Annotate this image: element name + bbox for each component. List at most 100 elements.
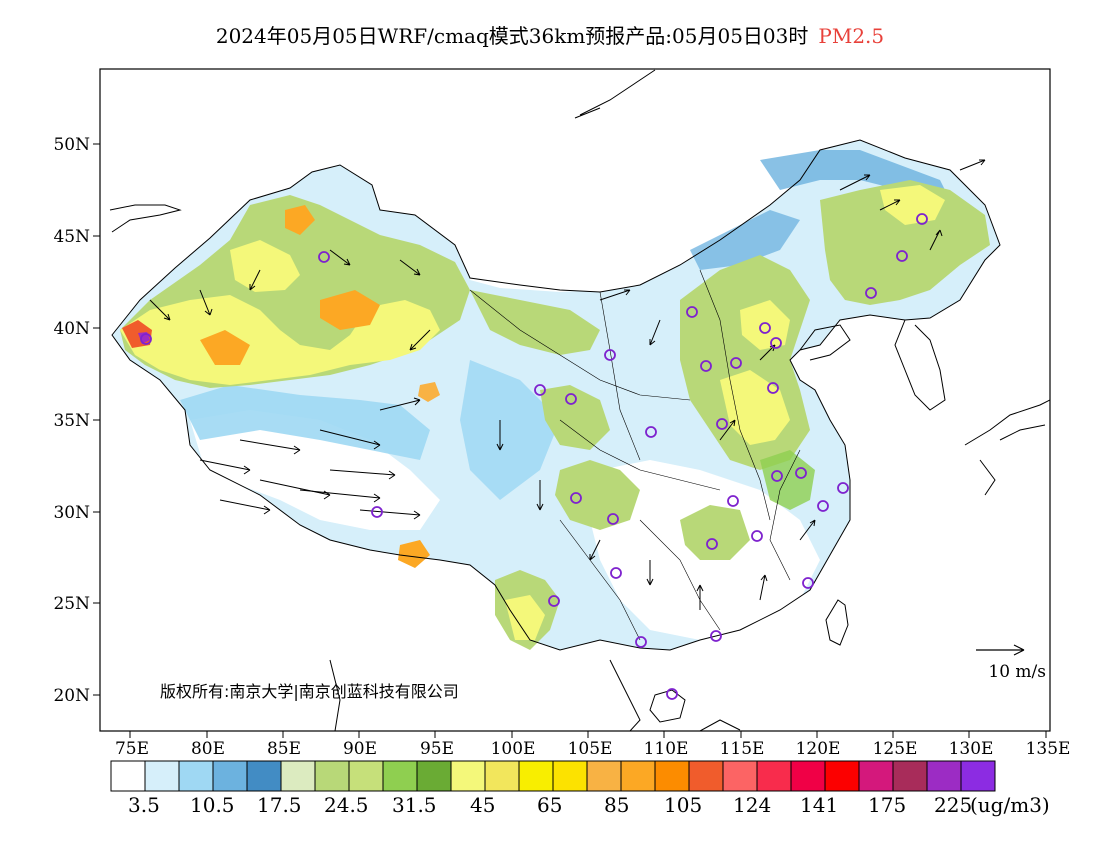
wind-arrow (799, 519, 816, 541)
wind-arrow (589, 539, 601, 561)
wind-arrow (329, 469, 396, 480)
city-marker (706, 538, 718, 550)
colorbar-swatch (110, 760, 146, 792)
city-marker (751, 530, 763, 542)
wind-arrow (409, 329, 431, 351)
lon-label: 75E (115, 739, 149, 759)
blue-band-central (460, 360, 560, 500)
colorbar-swatch (144, 760, 180, 792)
orange-north-xj (285, 205, 315, 235)
city-marker (318, 251, 330, 263)
title-main: 2024年05月05日WRF/cmaq模式36km预报产品:05月05日03时 (215, 24, 809, 48)
yellow-north-plain (720, 370, 790, 445)
colorbar-swatch (620, 760, 656, 792)
wind-arrow (399, 259, 421, 276)
wind-arrow (319, 429, 381, 450)
yellow-northeast (880, 185, 945, 225)
green-hunan (680, 505, 750, 560)
lon-label: 115E (720, 739, 765, 759)
lat-label: 30N (53, 503, 90, 523)
clean-area-north (470, 260, 600, 292)
city-marker (686, 306, 698, 318)
wind-arrow (496, 420, 504, 451)
wind-arrow (379, 397, 421, 411)
wind-arrow (149, 299, 171, 321)
lake-baikal (574, 69, 656, 119)
colorbar-label: 3.5 (128, 793, 160, 817)
copyright-text: 版权所有:南京大学|南京创蓝科技有限公司 (160, 682, 459, 701)
china-outline (111, 139, 1001, 651)
colorbar-label: 65 (537, 793, 563, 817)
wind-arrow (719, 419, 736, 441)
lon-label: 110E (644, 739, 689, 759)
city-marker (865, 287, 877, 299)
city-marker (666, 688, 678, 700)
wind-arrow (199, 289, 213, 316)
colorbar-swatch (212, 760, 248, 792)
lat-label: 25N (53, 594, 90, 614)
colorbar-label: 105 (664, 793, 703, 817)
colorbar-swatch (348, 760, 384, 792)
lon-labels: 75E 80E 85E 90E 95E 100E 105E 110E 115E … (115, 739, 1070, 759)
city-marker (716, 418, 728, 430)
colorbar-swatch (790, 760, 826, 792)
city-marker (916, 213, 928, 225)
lat-label: 40N (53, 319, 90, 339)
colorbar-label: 31.5 (392, 793, 437, 817)
green-yangtze (760, 450, 815, 510)
colorbar-swatch (246, 760, 282, 792)
city-marker (795, 467, 807, 479)
colorbar-unit: (ug/m3) (970, 793, 1050, 817)
colorbar-swatch (926, 760, 962, 792)
caspian-outline (109, 204, 182, 233)
city-marker (730, 357, 742, 369)
city-marker (371, 506, 383, 518)
wind-arrow (359, 509, 421, 520)
colorbar-label: 17.5 (257, 793, 302, 817)
korea-outline (894, 319, 946, 411)
colorbar-swatch (722, 760, 758, 792)
blue-band-west (180, 385, 430, 460)
city-marker (548, 595, 560, 607)
axis-ticks (93, 143, 1047, 738)
wind-arrow (959, 159, 986, 171)
lat-label: 50N (53, 135, 90, 155)
orange-tibet-se (398, 540, 430, 568)
title-variable: PM2.5 (818, 24, 885, 48)
wind-arrow (929, 229, 943, 251)
wind-arrow (879, 199, 901, 211)
city-marker (570, 492, 582, 504)
city-marker (710, 630, 722, 642)
colorbar-swatch (450, 760, 486, 792)
wind-arrow (219, 499, 271, 515)
city-marker (759, 322, 771, 334)
city-marker (604, 349, 616, 361)
colorbar-label: 85 (604, 793, 630, 817)
japan-outline (964, 399, 1050, 496)
lon-label: 130E (949, 739, 994, 759)
colorbar-swatch (178, 760, 214, 792)
yellow-junggar (230, 240, 300, 292)
lon-label: 85E (267, 739, 301, 759)
city-marker (837, 482, 849, 494)
wind-arrow (649, 319, 661, 346)
lat-label: 45N (53, 227, 90, 247)
wind-arrow (759, 574, 768, 601)
city-marker (700, 360, 712, 372)
city-markers (140, 213, 928, 700)
green-hexi (470, 290, 600, 355)
colorbar-label: 141 (800, 793, 839, 817)
city-marker (727, 495, 739, 507)
city-marker (770, 337, 782, 349)
city-marker (771, 470, 783, 482)
lon-label: 90E (343, 739, 377, 759)
lon-label: 125E (873, 739, 918, 759)
city-marker (817, 500, 829, 512)
colorbar-swatch (484, 760, 520, 792)
colorbar-label: 45 (470, 793, 496, 817)
city-marker (896, 250, 908, 262)
colorbar-swatch (824, 760, 860, 792)
lon-label: 120E (796, 739, 841, 759)
lon-label: 100E (491, 739, 536, 759)
wind-arrow (299, 489, 381, 503)
